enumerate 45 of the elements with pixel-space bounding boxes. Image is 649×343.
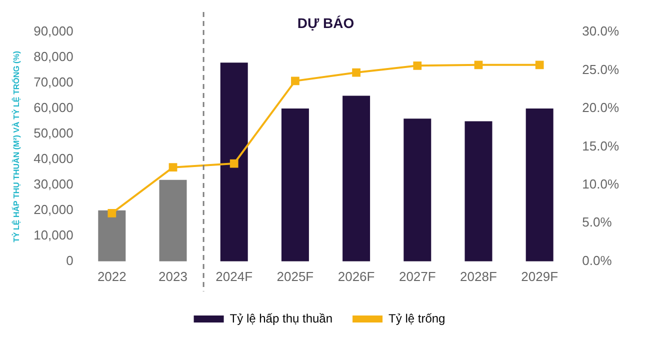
x-tick-label: 2022 [97,268,126,284]
x-tick-label: 2028F [460,268,497,284]
bar [342,96,370,262]
x-tick-label: 2027F [398,268,436,284]
y-tick-label: 30,000 [34,176,74,192]
y-tick-label: 10,000 [34,227,74,242]
y-tick-label: 50,000 [34,126,74,141]
legend-label: Tỷ lệ trống [388,311,446,326]
point [413,61,422,70]
bar [98,210,126,262]
y-tick-label: 60,000 [34,100,74,116]
bar [526,108,554,262]
x-tick-label: 2026F [338,268,375,284]
y-tick-label: 0 [66,252,74,268]
y-tick-label: 80,000 [34,49,74,64]
y2-tick-label: 0.0% [582,252,612,268]
y2-tick-label: 10.0% [582,176,620,192]
x-tick-label: 2029F [521,268,558,284]
y-tick-label: 40,000 [34,151,74,166]
y2-tick-label: 5.0% [582,214,612,230]
bar [220,62,248,262]
bar [159,180,187,262]
point [230,159,238,168]
x-tick-label: 2023 [158,268,188,284]
bar [281,108,309,262]
y-tick-label: 70,000 [34,74,74,90]
y2-tick-label: 15.0% [582,138,620,154]
y2-tick-label: 25.0% [582,62,620,77]
y2-tick-label: 20.0% [582,100,620,116]
y-axis-title: TỶ LỆ HẤP THỤ THUẦN (M²) VÀ TỶ LỆ TRỐNG (%) [11,50,22,242]
point [474,60,483,70]
text: DỰ BÁO [297,14,354,31]
point [108,209,116,218]
point [291,76,300,86]
x-tick-label: 2025F [276,268,314,284]
point [168,163,178,172]
bar [464,121,492,262]
legend-label: Tỷ lệ hấp thụ thuần [230,311,333,326]
point [535,60,544,70]
y-tick-label: 90,000 [34,24,74,39]
point [352,68,360,77]
y-tick-label: 20,000 [34,202,74,217]
y2-tick-label: 30.0% [582,24,620,39]
bar [404,118,432,262]
x-tick-label: 2024F [216,268,253,284]
